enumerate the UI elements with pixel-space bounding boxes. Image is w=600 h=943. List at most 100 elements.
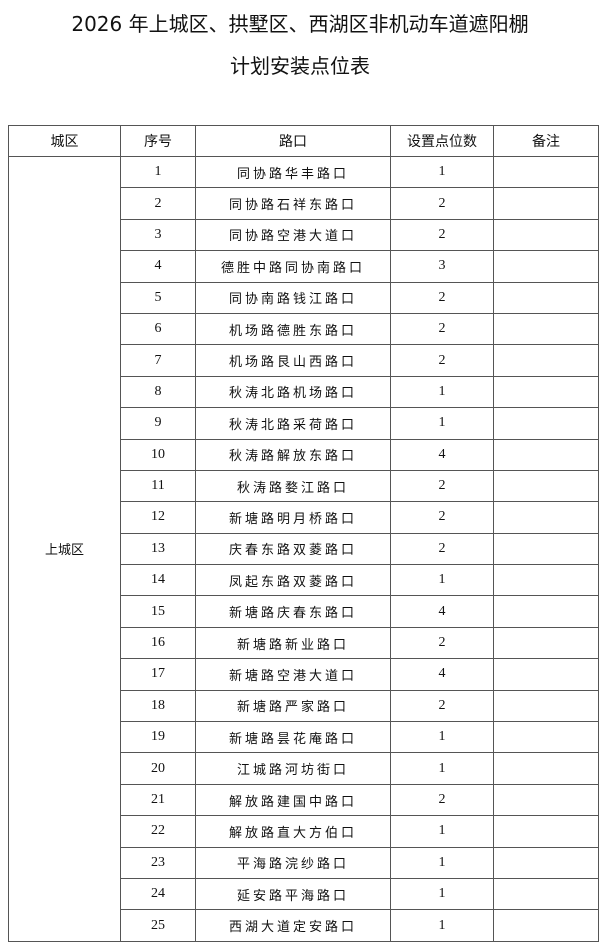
remarks: [493, 595, 599, 628]
header-point-count: 设置点位数: [390, 125, 494, 157]
remarks: [493, 658, 599, 691]
intersection-name: 新塘路空港大道口: [195, 658, 391, 691]
intersection-name: 江城路河坊街口: [195, 752, 391, 785]
document-title-line-2: 计划安装点位表: [230, 54, 370, 78]
row-number: 1: [120, 155, 196, 189]
table-row: 2 同协路石祥东路口 2: [9, 187, 599, 220]
intersection-name: 新塘路昙花庵路口: [195, 721, 391, 754]
intersection-name: 德胜中路同协南路口: [195, 250, 391, 283]
intersection-name: 解放路直大方伯口: [195, 815, 391, 848]
remarks: [493, 250, 599, 283]
row-number: 3: [120, 218, 196, 252]
row-number: 17: [120, 658, 196, 691]
remarks: [493, 846, 599, 879]
point-count: 1: [390, 375, 494, 409]
remarks: [493, 281, 599, 314]
point-count: 1: [390, 815, 494, 848]
table-row: 20 江城路河坊街口 1: [9, 752, 599, 785]
point-count: 4: [390, 658, 494, 691]
point-count: 2: [390, 689, 494, 723]
row-number: 10: [120, 438, 196, 471]
table-row: 22 解放路直大方伯口 1: [9, 815, 599, 848]
intersection-name: 新塘路明月桥路口: [195, 501, 391, 534]
row-number: 19: [120, 721, 196, 754]
table-row: 23 平海路浣纱路口 1: [9, 846, 599, 879]
remarks: [493, 877, 599, 911]
point-count: 3: [390, 250, 494, 283]
intersection-name: 秋涛路解放东路口: [195, 438, 391, 471]
point-count: 2: [390, 626, 494, 660]
intersection-name: 平海路浣纱路口: [195, 846, 391, 879]
point-count: 2: [390, 218, 494, 252]
intersection-name: 秋涛路婺江路口: [195, 469, 391, 503]
intersection-name: 新塘路新业路口: [195, 626, 391, 660]
intersection-name: 机场路艮山西路口: [195, 344, 391, 377]
intersection-name: 机场路德胜东路口: [195, 312, 391, 346]
remarks: [493, 721, 599, 754]
row-number: 9: [120, 407, 196, 440]
point-count: 1: [390, 564, 494, 597]
row-number: 11: [120, 469, 196, 503]
remarks: [493, 187, 599, 220]
point-count: 1: [390, 752, 494, 785]
row-number: 8: [120, 375, 196, 409]
intersection-name: 同协路华丰路口: [195, 155, 391, 189]
remarks: [493, 752, 599, 785]
intersection-name: 同协南路钱江路口: [195, 281, 391, 314]
table-row: 19 新塘路昙花庵路口 1: [9, 721, 599, 754]
point-count: 1: [390, 909, 494, 942]
point-count: 2: [390, 469, 494, 503]
point-count: 2: [390, 501, 494, 534]
point-count: 2: [390, 344, 494, 377]
row-number: 16: [120, 626, 196, 660]
table-row: 上城区 1 同协路华丰路口 1: [8, 155, 599, 942]
point-count: 4: [390, 595, 494, 628]
header-intersection: 路口: [195, 125, 391, 157]
point-count: 1: [390, 721, 494, 754]
remarks: [493, 218, 599, 252]
intersection-name: 秋涛北路采荷路口: [195, 407, 391, 440]
intersection-name: 同协路空港大道口: [195, 218, 391, 252]
intersection-name: 西湖大道定安路口: [195, 909, 391, 942]
point-count: 2: [390, 532, 494, 566]
row-number: 24: [120, 877, 196, 911]
intersection-name: 解放路建国中路口: [195, 783, 391, 817]
table-header-row: 城区 序号 路口 设置点位数 备注: [8, 125, 599, 157]
remarks: [493, 407, 599, 440]
row-number: 4: [120, 250, 196, 283]
table-row: 24 延安路平海路口 1: [9, 877, 599, 911]
table-row: 7 机场路艮山西路口 2: [9, 344, 599, 377]
row-number: 14: [120, 564, 196, 597]
intersection-name: 庆春东路双菱路口: [195, 532, 391, 566]
intersection-name: 新塘路庆春东路口: [195, 595, 391, 628]
header-district: 城区: [8, 125, 121, 157]
intersection-name: 新塘路严家路口: [195, 689, 391, 723]
remarks: [493, 532, 599, 566]
remarks: [493, 344, 599, 377]
remarks: [493, 626, 599, 660]
point-count: 1: [390, 846, 494, 879]
point-count: 4: [390, 438, 494, 471]
table-row: 14 凤起东路双菱路口 1: [9, 564, 599, 597]
remarks: [493, 375, 599, 409]
row-number: 22: [120, 815, 196, 848]
remarks: [493, 815, 599, 848]
district-cell: 上城区: [8, 156, 121, 942]
remarks: [493, 501, 599, 534]
table-row: 18 新塘路严家路口 2: [9, 689, 599, 723]
row-number: 5: [120, 281, 196, 314]
document-title-line-1: 2026 年上城区、拱墅区、西湖区非机动车道遮阳棚: [71, 12, 529, 36]
row-number: 2: [120, 187, 196, 220]
intersection-name: 延安路平海路口: [195, 877, 391, 911]
point-count: 2: [390, 312, 494, 346]
table-row: 11 秋涛路婺江路口 2: [9, 469, 599, 503]
remarks: [493, 469, 599, 503]
point-count: 2: [390, 187, 494, 220]
row-number: 23: [120, 846, 196, 879]
remarks: [493, 909, 599, 942]
header-remarks: 备注: [493, 125, 599, 157]
row-number: 6: [120, 312, 196, 346]
row-number: 25: [120, 909, 196, 942]
table-row: 10 秋涛路解放东路口 4: [9, 438, 599, 471]
row-number: 21: [120, 783, 196, 817]
